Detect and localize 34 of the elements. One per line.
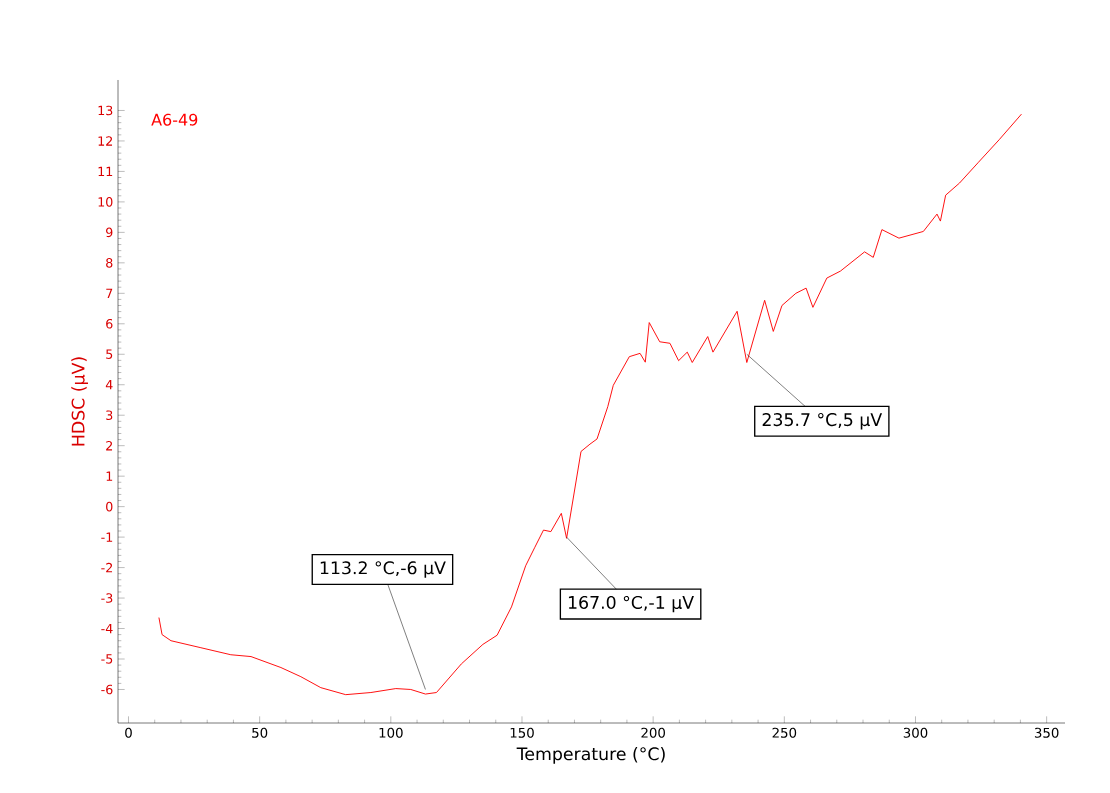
x-tick-label: 0 bbox=[125, 727, 132, 738]
y-tick-label: 8 bbox=[106, 258, 113, 268]
y-tick-label: -2 bbox=[101, 562, 113, 573]
y-tick-label: 5 bbox=[106, 349, 113, 359]
annotation: 113.2 °C,-6 µV bbox=[320, 561, 446, 578]
x-tick-label: 350 bbox=[1034, 727, 1059, 738]
y-tick-label: 0 bbox=[106, 501, 113, 512]
x-tick-label: 250 bbox=[772, 727, 797, 738]
x-tick-label: 150 bbox=[510, 727, 534, 738]
y-tick-label: 1 bbox=[106, 471, 113, 481]
x-tick-label: 200 bbox=[641, 727, 665, 738]
y-tick-label: 10 bbox=[98, 197, 113, 207]
y-tick-label: 12 bbox=[98, 136, 113, 146]
x-axis-title: Temperature (°C) bbox=[516, 746, 665, 764]
y-tick-label: -6 bbox=[101, 684, 113, 695]
y-tick-label: -4 bbox=[101, 623, 113, 634]
y-tick-label: 7 bbox=[106, 288, 113, 298]
y-tick-label: 6 bbox=[106, 318, 113, 329]
x-tick-label: 300 bbox=[903, 727, 928, 738]
y-tick-label: 4 bbox=[105, 380, 113, 390]
y-axis-title: HDSC (µV) bbox=[71, 357, 89, 446]
y-tick-label: 13 bbox=[98, 105, 113, 116]
x-tick-label: 100 bbox=[379, 727, 403, 738]
y-tick-label: -5 bbox=[101, 654, 113, 664]
y-tick-label: 3 bbox=[106, 410, 113, 421]
y-tick-label: -3 bbox=[101, 593, 113, 603]
y-tick-label: -1 bbox=[101, 532, 113, 542]
y-tick-label: 2 bbox=[106, 440, 113, 451]
text: A6-49 bbox=[151, 113, 198, 126]
annotation: 235.7 °C,5 µV bbox=[762, 413, 883, 430]
y-tick-label: 9 bbox=[106, 227, 113, 238]
x-tick-label: 50 bbox=[252, 727, 268, 738]
y-tick-label: 11 bbox=[98, 166, 113, 177]
annotation: 167.0 °C,-1 µV bbox=[568, 595, 694, 613]
